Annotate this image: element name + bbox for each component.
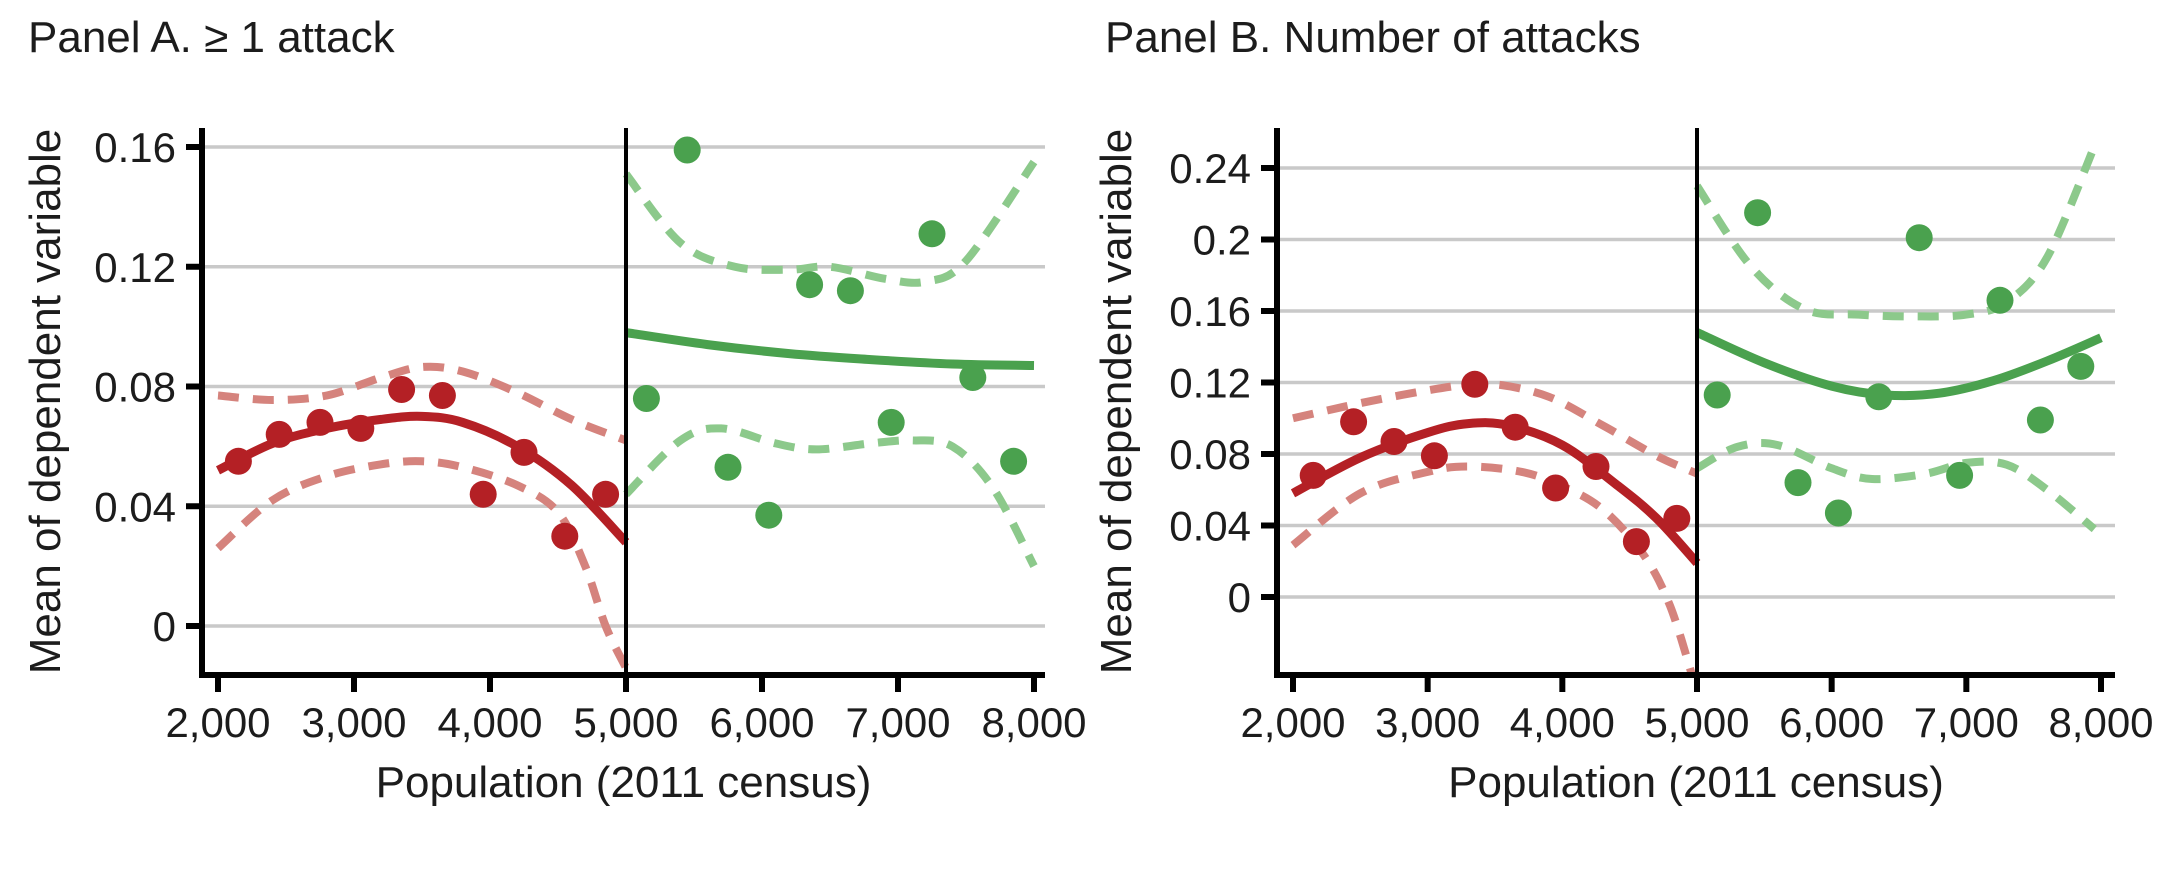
panel-b-title: Panel B. Number of attacks: [1105, 13, 1641, 62]
y-axis-title: Mean of dependent variable: [1092, 129, 1141, 675]
y-tick-label: 0.08: [1169, 431, 1251, 478]
data-point-bin-means-below: [1501, 413, 1529, 441]
data-point-bin-means-above: [1703, 381, 1731, 409]
data-point-bin-means-above: [632, 385, 660, 412]
x-tick-label: 6,000: [1779, 699, 1884, 746]
data-point-bin-means-below: [306, 408, 334, 436]
panel-a: Panel A. ≥ 1 attack 0 0.04 0.08 0.12 0.16 2,0…: [21, 13, 1085, 807]
data-point-bin-means-below: [1420, 442, 1448, 470]
data-point-bin-means-below: [1663, 504, 1691, 532]
y-tick-label: 0.16: [94, 124, 176, 171]
x-tick-label: 2,000: [165, 699, 270, 746]
series-fit-above-solid-line: [1695, 328, 2103, 401]
x-tick-label: 5,000: [573, 699, 678, 746]
fit-and-ci-curves: [215, 159, 1038, 670]
data-point-bin-means-below: [265, 420, 293, 448]
data-point-bin-means-above: [836, 277, 864, 305]
data-point-bin-means-above: [959, 364, 987, 391]
x-tick-label: 2,000: [1240, 699, 1345, 746]
x-axis-title: Population (2011 census): [1448, 758, 1944, 807]
panel-b-chart: 0 0.04 0.08 0.12 0.16 0.2 0.24 2,000 3,000 4,000 5…: [1092, 128, 2154, 807]
data-point-bin-means-below: [1622, 528, 1650, 556]
data-point-bin-means-below: [224, 447, 252, 475]
data-point-bin-means-below: [1380, 428, 1408, 455]
y-tick-label: 0.12: [94, 244, 176, 291]
x-tick-label: 4,000: [1510, 699, 1615, 746]
series-fit-above-solid-line: [625, 328, 1035, 370]
y-tick-label: 0.04: [1169, 503, 1251, 550]
data-point-bin-means-above: [1905, 224, 1933, 252]
data-point-bin-means-below: [592, 480, 620, 508]
data-point-bin-means-below: [347, 414, 375, 442]
panel-a-title: Panel A. ≥ 1 attack: [28, 13, 395, 62]
x-tick-label: 3,000: [1375, 699, 1480, 746]
data-point-bin-means-below: [1461, 370, 1489, 398]
series-ci-lower-below-dashed-line: [215, 457, 630, 670]
data-point-bin-means-above: [755, 501, 783, 529]
x-tick-label: 4,000: [437, 699, 542, 746]
data-point-bin-means-below: [510, 438, 538, 466]
data-point-bin-means-above: [796, 271, 824, 299]
data-point-bin-means-below: [1582, 453, 1610, 480]
data-point-bin-means-below: [1542, 474, 1570, 502]
data-point-bin-means-above: [1986, 286, 2014, 314]
y-tick-label: 0.2: [1193, 217, 1251, 264]
y-tick-label: 0.24: [1169, 145, 1251, 192]
x-tick-label: 8,000: [981, 699, 1085, 746]
data-point-bin-means-above: [2026, 406, 2054, 434]
x-tick-label: 7,000: [845, 699, 950, 746]
data-point-bin-means-above: [1946, 461, 1974, 489]
data-point-bin-means-below: [388, 376, 416, 403]
data-point-bin-means-below: [428, 382, 456, 409]
series-ci-upper-above-dashed-line: [1693, 145, 2098, 321]
y-tick-label: 0.12: [1169, 360, 1251, 407]
data-point-bin-means-above: [673, 136, 701, 164]
series-ci-lower-above-dashed-line: [623, 424, 1038, 568]
y-tick-label: 0: [153, 603, 176, 650]
x-tick-label: 8,000: [2048, 699, 2153, 746]
data-point-bin-means-above: [918, 220, 946, 248]
data-point-bin-means-above: [877, 408, 905, 436]
series-ci-lower-above-dashed-line: [1695, 439, 2097, 533]
data-point-bin-means-above: [1784, 469, 1812, 497]
y-tick-label: 0.08: [94, 364, 176, 411]
x-tick-label: 6,000: [709, 699, 814, 746]
data-point-bin-means-below: [1340, 408, 1368, 436]
series-ci-upper-below-dashed-line: [217, 362, 628, 445]
data-point-bin-means-below: [1299, 461, 1327, 489]
y-tick-label: 0.04: [94, 483, 176, 530]
y-tick-label: 0: [1228, 574, 1251, 621]
x-tick-label: 5,000: [1644, 699, 1749, 746]
x-tick-label: 3,000: [301, 699, 406, 746]
data-point-bin-means-below: [551, 522, 579, 550]
y-axis-title: Mean of dependent variable: [21, 129, 70, 675]
series-ci-lower-below-dashed-line: [1290, 462, 1697, 675]
data-point-bin-means-above: [1744, 199, 1772, 227]
series-ci-upper-below-dashed-line: [1292, 379, 1699, 478]
data-point-bin-means-above: [1000, 447, 1028, 475]
y-tick-label: 0.16: [1169, 288, 1251, 335]
x-tick-label: 7,000: [1914, 699, 2019, 746]
series-ci-upper-above-dashed-line: [622, 159, 1038, 287]
data-point-bin-means-above: [2067, 352, 2095, 380]
data-point-bin-means-above: [1824, 499, 1852, 527]
data-point-bin-means-above: [714, 453, 742, 481]
panel-a-chart: 0 0.04 0.08 0.12 0.16 2,000 3,000 4,000 5,000 6,0…: [21, 124, 1085, 807]
data-point-bin-means-below: [469, 480, 497, 508]
x-axis-title: Population (2011 census): [376, 758, 872, 807]
panel-b: Panel B. Number of attacks 0 0.04 0.08 0.12…: [1085, 0, 2170, 872]
data-point-bin-means-above: [1865, 383, 1893, 411]
